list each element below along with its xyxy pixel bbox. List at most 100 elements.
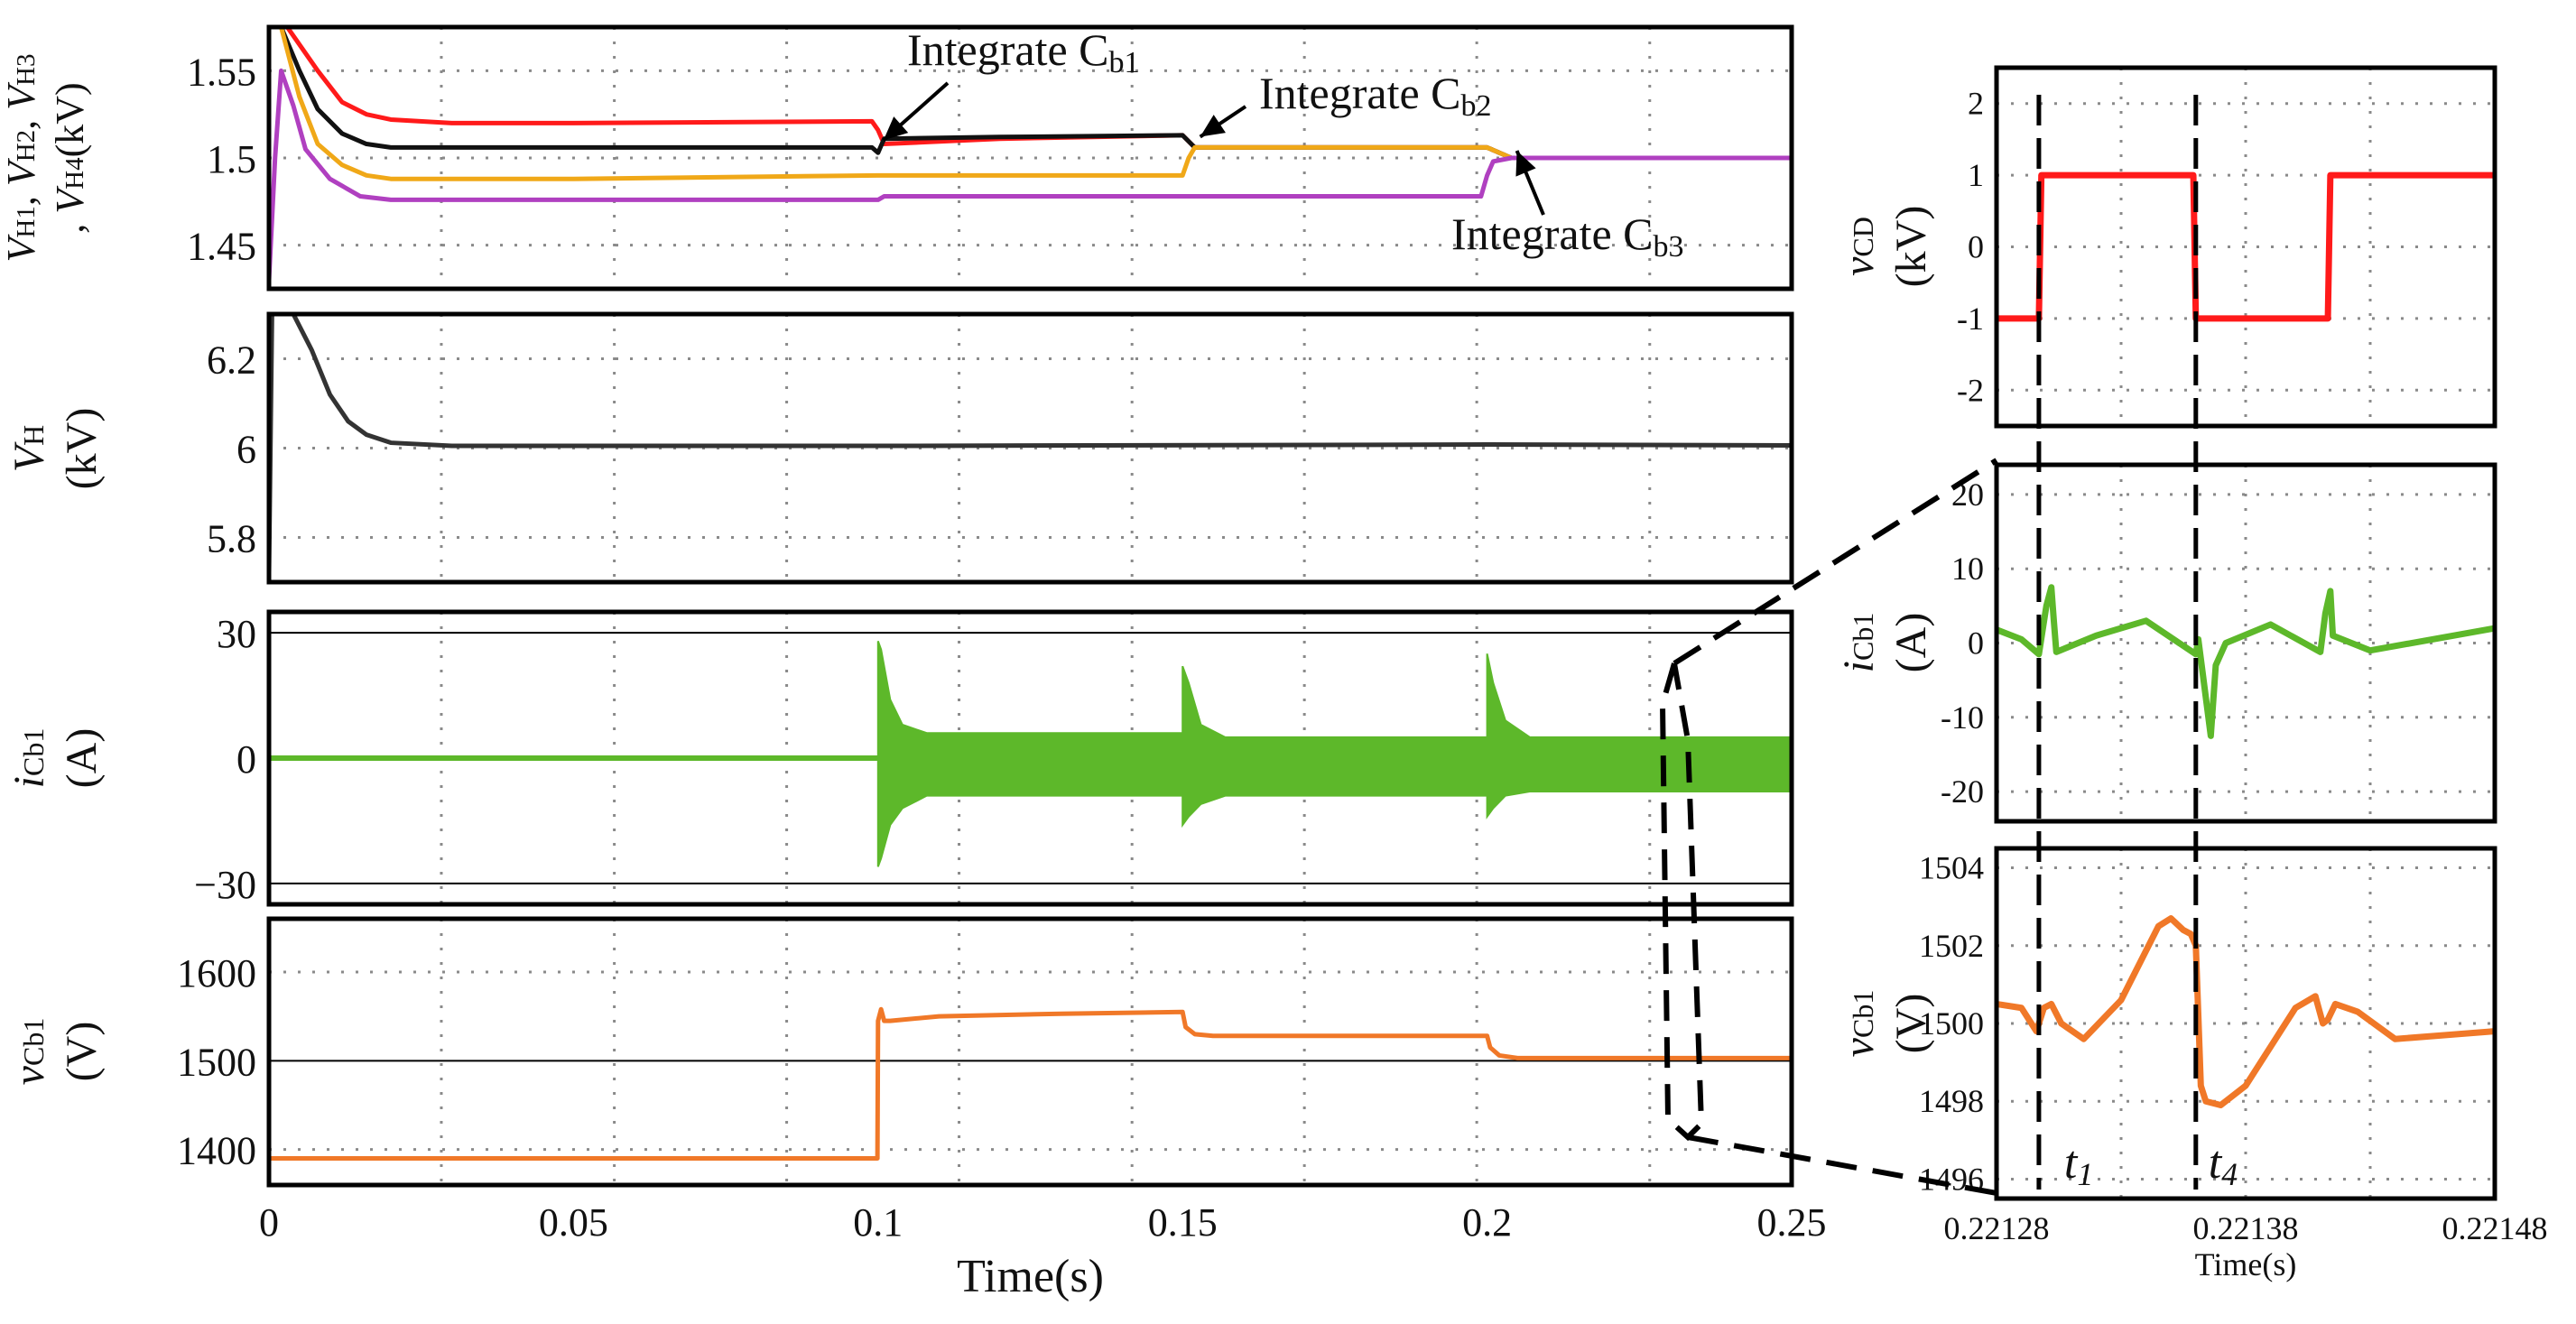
y-label-part: V (0, 234, 43, 263)
y-label-part: Cb1 (1847, 990, 1879, 1038)
y-label-part: H4 (60, 157, 89, 190)
annotation-sub: b1 (1109, 46, 1140, 79)
y-label-part: v (1835, 1037, 1883, 1057)
ytick-label: 1500 (1919, 1005, 1984, 1042)
y-axis-label-line: (V) (58, 1022, 106, 1082)
y-axis-label-zoom-vcd: vCD (kV) (1835, 206, 1935, 288)
y-label-part: , V (0, 157, 43, 206)
time-marker-t: t (2209, 1137, 2223, 1189)
y-label-part: CD (1847, 217, 1879, 256)
xtick-label: 0.22148 (2442, 1210, 2548, 1246)
ytick-label: 6 (236, 428, 256, 472)
y-label-part: Cb1 (17, 1018, 50, 1066)
x-axis-label: Time(s) (957, 1251, 1104, 1302)
line-icb1-zoom (1997, 584, 2495, 739)
ytick-label: 1500 (177, 1040, 256, 1084)
y-axis-label-line: , VH4(kV) (48, 82, 92, 233)
y-axis-label-line: vCD (1835, 217, 1883, 276)
ytick-label: 0 (236, 737, 256, 782)
y-label-part: i (1835, 661, 1883, 672)
y-label-part: Cb1 (17, 728, 50, 776)
ytick-label: 30 (217, 612, 256, 656)
annotation-text: Integrate C (1451, 208, 1654, 259)
y-axis-label-zoom-vcb1: vCb1 (V) (1835, 990, 1935, 1058)
line-vh4 (269, 68, 1792, 282)
y-axis-label-vcb1: vCb1 (V) (5, 1018, 106, 1086)
ytick-label: 1600 (177, 951, 256, 995)
annotation-integrate-cb1: Integrate Cb1 (882, 24, 1140, 142)
y-axis-label-line: (V) (1887, 994, 1935, 1054)
ytick-label: -20 (1941, 773, 1984, 810)
x-axis-label: Time(s) (2195, 1246, 2297, 1282)
y-label-part: H3 (12, 53, 41, 85)
series-vh3 (278, 27, 1792, 181)
y-label-part: (V) (1887, 994, 1935, 1054)
annotation-arrow-head (883, 116, 909, 141)
y-axis-label-line: VH1, VH2, VH3 (0, 53, 43, 262)
ytick-label: 0 (1968, 229, 1984, 265)
annotation-sub: b3 (1654, 230, 1684, 264)
panel-vcb1: 1400 1500 1600 0 0.05 0.1 0.15 0.2 0.25 Time(s) (177, 916, 1827, 1302)
series-vcb1 (269, 1006, 1792, 1161)
y-label-part: v (1835, 256, 1883, 276)
ytick-label: 5.8 (207, 517, 256, 561)
zoom-connector-top (1673, 458, 1998, 666)
ytick-label: 6.2 (207, 338, 256, 383)
frame-zoom-icb1 (1994, 462, 2497, 824)
ytick-label: −30 (194, 863, 256, 907)
xtick-label: 0.15 (1148, 1200, 1218, 1245)
y-axis-label-line: vCb1 (5, 1018, 53, 1086)
xtick-label: 0.22128 (1944, 1210, 2050, 1246)
annotation-text: Integrate C (1259, 68, 1461, 118)
y-label-part: Cb1 (1847, 613, 1879, 661)
y-axis-label-line: (A) (58, 728, 106, 789)
y-label-part: (A) (58, 728, 106, 789)
y-label-part: H (17, 425, 50, 446)
frame-icb1 (266, 609, 1794, 907)
y-axis-label-line: (kV) (1887, 206, 1935, 288)
ytick-label: -2 (1957, 372, 1984, 408)
y-axis-label-vh: VH (kV) (5, 408, 106, 490)
annotation-text: Integrate C (907, 24, 1109, 75)
y-label-part: V (5, 441, 53, 472)
annotation-sub: b2 (1461, 89, 1492, 123)
panel-zoom-icb1: -20 -10 0 10 20 (1941, 462, 2497, 824)
envelope-icb1 (269, 641, 1792, 867)
y-label-part: (V) (58, 1022, 106, 1082)
annotation-label: Integrate Cb2 (1259, 68, 1492, 123)
ytick-label: 20 (1951, 477, 1984, 513)
ytick-label: -10 (1941, 699, 1984, 736)
y-axis-label-icb1: iCb1 (A) (5, 728, 106, 789)
series-icb1-zoom (1997, 584, 2495, 739)
annotation-arrow-head (1200, 115, 1226, 137)
series-icb1 (269, 641, 1792, 867)
xtick-label: 0.1 (853, 1200, 903, 1245)
line-vcb1 (269, 1006, 1792, 1161)
time-marker-label: t1 (2064, 1137, 2093, 1192)
ytick-label: -1 (1957, 301, 1984, 337)
frame-vh (266, 311, 1794, 585)
zoom-indicator (1659, 458, 1998, 1196)
line-vh3 (278, 27, 1792, 181)
time-marker-sub: 1 (2077, 1156, 2093, 1192)
ytick-label: 2 (1968, 86, 1984, 122)
xtick-label: 0 (259, 1200, 279, 1245)
panel-vh-cells: 1.45 1.5 1.55 (187, 24, 1794, 292)
time-marker-t: t (2064, 1137, 2079, 1189)
ytick-label: 1.45 (187, 225, 256, 269)
frame-vh-cells (266, 24, 1794, 292)
frame-vcb1 (266, 916, 1794, 1188)
time-marker-t4: t4 (2193, 95, 2238, 1192)
ytick-label: 1504 (1919, 850, 1984, 886)
series-vh4 (269, 68, 1792, 282)
annotation-arrow-head (1515, 151, 1536, 177)
zoom-region (1659, 662, 1705, 1142)
y-label-part: H2 (12, 130, 41, 162)
ytick-label: 1400 (177, 1129, 256, 1173)
panel-icb1: −30 0 30 (194, 609, 1794, 907)
zoom-connector-bottom (1687, 1134, 1997, 1196)
y-axis-label-line: iCb1 (1835, 613, 1883, 673)
